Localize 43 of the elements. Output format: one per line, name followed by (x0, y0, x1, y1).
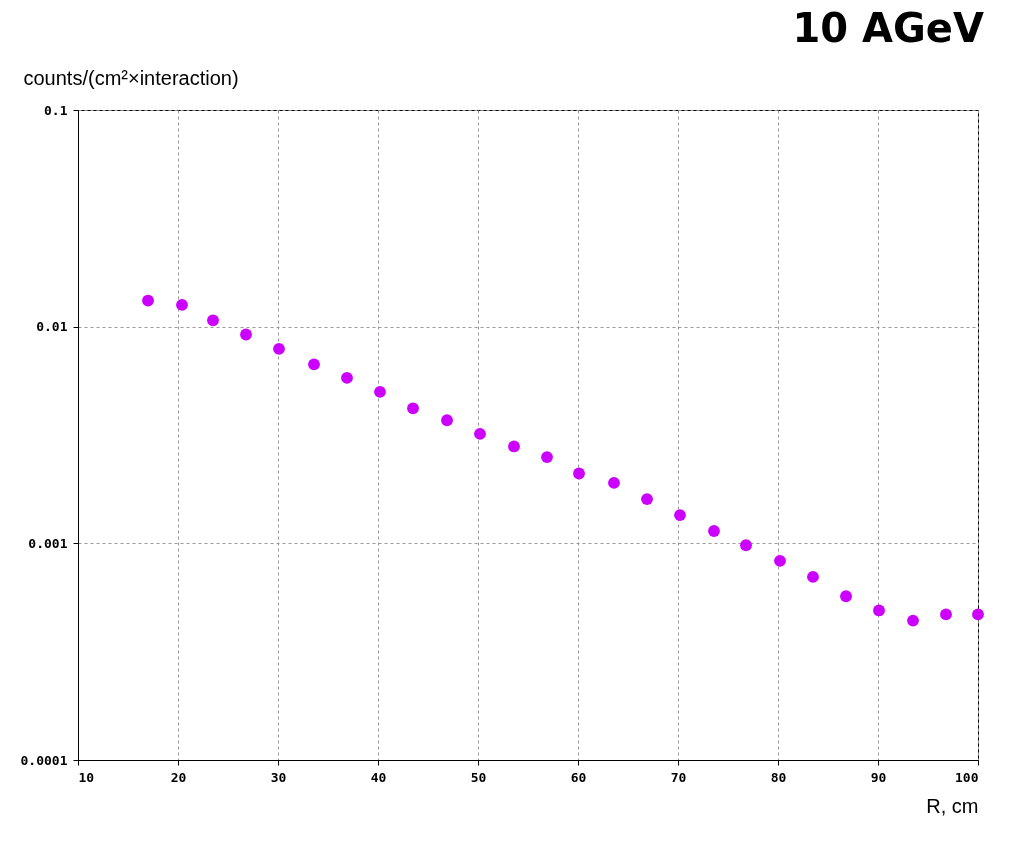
point (441, 414, 453, 427)
point (273, 342, 285, 355)
point (240, 328, 252, 341)
point (840, 590, 852, 603)
point (708, 525, 720, 537)
point (674, 509, 686, 521)
point (940, 608, 952, 621)
point (972, 608, 984, 621)
x-tick-label: 70 (670, 769, 687, 785)
point (474, 427, 486, 440)
y-tick-label: 0.001 (28, 535, 68, 551)
point (641, 493, 653, 506)
x-tick-label: 80 (770, 769, 787, 785)
y-tick-label: 0.0001 (20, 752, 68, 768)
x-axis-title: R, cm (926, 794, 979, 817)
point (541, 451, 553, 464)
point (873, 604, 885, 617)
y-axis-title: counts/(cm²×interaction) (23, 66, 239, 89)
point (207, 314, 219, 327)
x-tick-label: 90 (870, 769, 887, 785)
x-tick-label: 40 (370, 769, 387, 785)
point (907, 614, 919, 627)
point (142, 294, 154, 307)
point (573, 467, 585, 480)
point (608, 477, 620, 489)
point (508, 440, 520, 453)
point (176, 299, 188, 311)
y-tick-label: 0.01 (36, 319, 68, 335)
x-tick-label: 50 (470, 769, 487, 785)
x-tick-label: 100 (955, 769, 979, 785)
x-tick-label: 20 (170, 769, 187, 785)
point (807, 570, 819, 583)
x-tick-label: 60 (570, 769, 587, 785)
point (308, 358, 320, 371)
point (407, 402, 419, 415)
point (774, 554, 786, 567)
y-tick-label: 0.1 (44, 102, 68, 118)
chart-title: 10 AGeV (792, 5, 984, 51)
point (374, 385, 386, 398)
x-tick-label: 30 (270, 769, 287, 785)
point (740, 539, 752, 552)
point (341, 372, 353, 384)
x-tick-label: 10 (78, 769, 95, 785)
